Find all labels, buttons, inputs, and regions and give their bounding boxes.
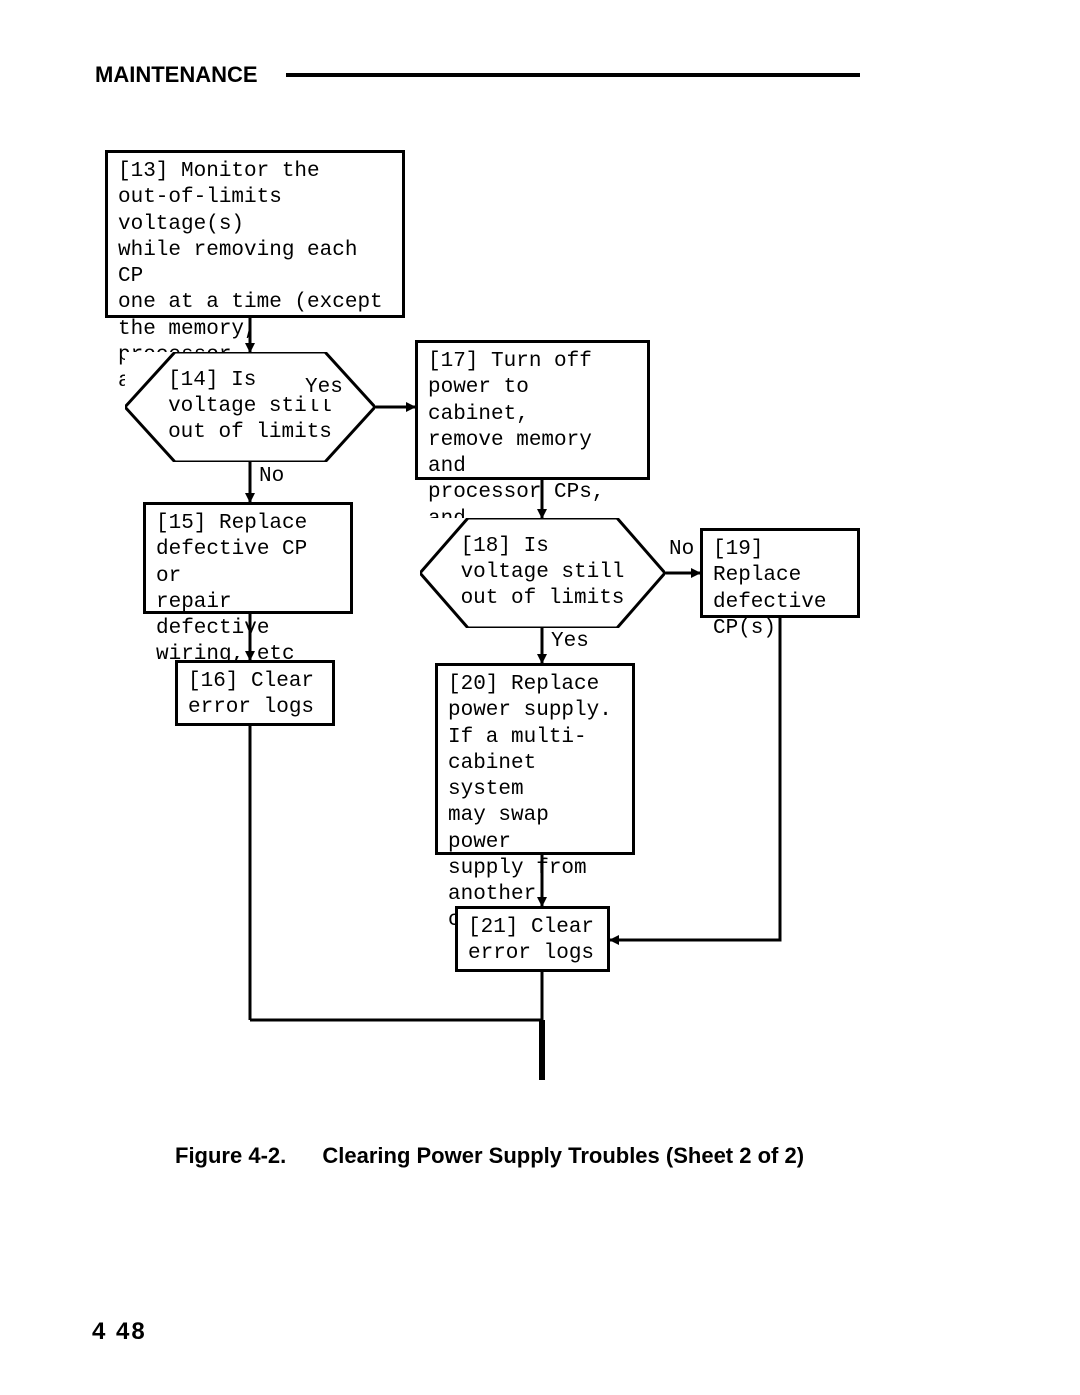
figure-caption: Figure 4-2. Clearing Power Supply Troubl… (175, 1143, 804, 1169)
figure-title: Clearing Power Supply Troubles (Sheet 2 … (322, 1143, 804, 1168)
node-15-replace-cp: [15] Replace defective CP or repair defe… (143, 502, 353, 614)
node-19-replace-defective-cps: [19] Replace defective CP(s) (700, 528, 860, 618)
node-14-text: [14] Is voltage still out of limits (125, 352, 375, 462)
edge-label-yes: Yes (551, 630, 589, 653)
node-21-clear-logs: [21] Clear error logs (455, 906, 610, 972)
edge-label-no: No (669, 538, 694, 561)
edge-label-yes: Yes (305, 376, 343, 399)
page-number: 4 48 (92, 1318, 147, 1346)
node-16-clear-logs: [16] Clear error logs (175, 660, 335, 726)
node-13-monitor-voltage: [13] Monitor the out-of-limits voltage(s… (105, 150, 405, 318)
node-18-voltage-out-of-limits: [18] Is voltage still out of limits (420, 518, 665, 628)
node-14-voltage-out-of-limits: [14] Is voltage still out of limits (125, 352, 375, 462)
node-17-power-off: [17] Turn off power to cabinet, remove m… (415, 340, 650, 480)
figure-number: Figure 4-2. (175, 1143, 286, 1168)
node-20-replace-power-supply: [20] Replace power supply. If a multi- c… (435, 663, 635, 855)
flowchart: [13] Monitor the out-of-limits voltage(s… (95, 140, 965, 1140)
edge-label-no: No (259, 465, 284, 488)
page-header: MAINTENANCE (95, 62, 860, 88)
section-title: MAINTENANCE (95, 62, 258, 88)
header-rule (286, 73, 860, 77)
node-18-text: [18] Is voltage still out of limits (420, 518, 665, 628)
